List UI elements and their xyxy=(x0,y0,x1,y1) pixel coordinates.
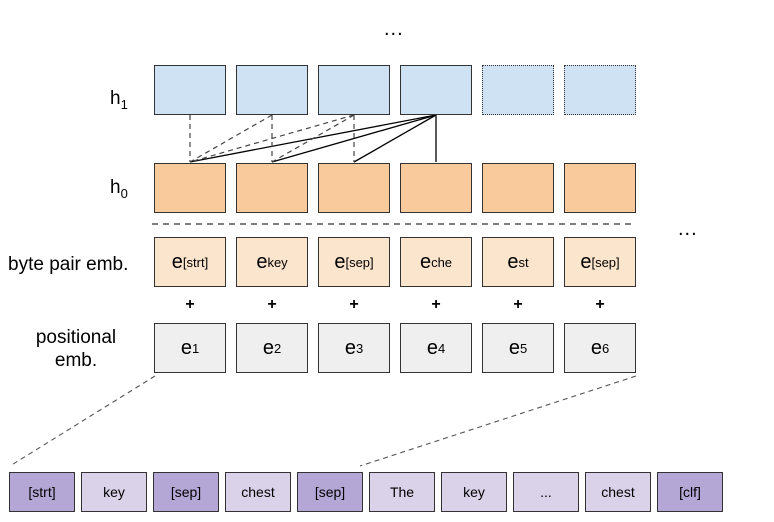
zoom-line-left xyxy=(9,375,156,467)
h0-label: h0 xyxy=(110,177,128,201)
plus-sign: + xyxy=(267,296,277,313)
plus-sign: + xyxy=(513,296,523,313)
token: The xyxy=(369,472,435,512)
h1-cell xyxy=(154,65,226,115)
token: [sep] xyxy=(297,472,363,512)
h0-cell xyxy=(154,163,226,213)
h0-cell xyxy=(318,163,390,213)
plus-sign: + xyxy=(185,296,195,313)
plus-sign: + xyxy=(431,296,441,313)
h1-cell-future xyxy=(564,65,636,115)
positional-label: positional emb. xyxy=(35,327,117,371)
token: ... xyxy=(513,472,579,512)
top-ellipsis: ... xyxy=(384,18,404,40)
h0-cell xyxy=(400,163,472,213)
h0-cell xyxy=(236,163,308,213)
plus-sign: + xyxy=(349,296,359,313)
token: [sep] xyxy=(153,472,219,512)
token: [clf] xyxy=(657,472,723,512)
byte-pair-embedding: e [sep] xyxy=(564,237,636,287)
h0-cell xyxy=(482,163,554,213)
byte-pair-embedding: e key xyxy=(236,237,308,287)
byte-pair-embedding: e [strt] xyxy=(154,237,226,287)
attention-lines-dashed xyxy=(189,114,355,163)
h1-cell xyxy=(236,65,308,115)
h1-cell-future xyxy=(482,65,554,115)
h1-label: h1 xyxy=(110,88,128,112)
byte-pair-embedding: e st xyxy=(482,237,554,287)
token: key xyxy=(81,472,147,512)
h1-cell xyxy=(400,65,472,115)
plus-sign: + xyxy=(595,296,605,313)
byte-pair-label: byte pair emb. xyxy=(8,254,129,275)
token: chest xyxy=(585,472,651,512)
zoom-line-right xyxy=(359,375,637,467)
byte-pair-embedding: e [sep] xyxy=(318,237,390,287)
h1-cell xyxy=(318,65,390,115)
token: chest xyxy=(225,472,291,512)
byte-pair-embedding: e che xyxy=(400,237,472,287)
token: [strt] xyxy=(9,472,75,512)
right-ellipsis: ... xyxy=(678,218,698,240)
token: key xyxy=(441,472,507,512)
h0-cell xyxy=(564,163,636,213)
